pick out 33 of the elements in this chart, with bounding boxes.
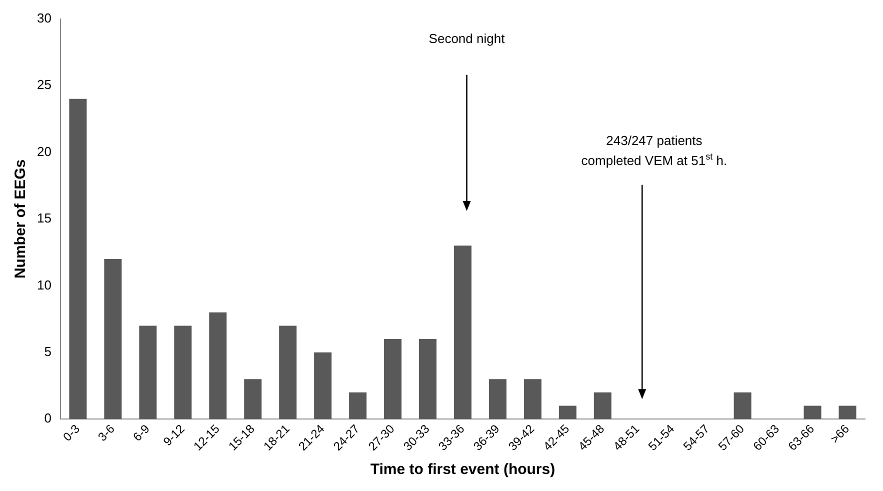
bar bbox=[314, 352, 332, 420]
bar bbox=[454, 246, 472, 420]
y-tick-label: 25 bbox=[36, 77, 52, 92]
bar bbox=[419, 339, 436, 420]
x-tick-label: 0-3 bbox=[60, 422, 83, 444]
y-tick-label: 10 bbox=[36, 277, 52, 292]
annotation: Second night bbox=[428, 30, 506, 46]
bar bbox=[209, 312, 227, 420]
bar bbox=[594, 392, 612, 420]
bar bbox=[524, 379, 542, 420]
x-tick-label: 3-6 bbox=[95, 422, 118, 444]
y-axis-title: Number of EEGs bbox=[12, 159, 30, 279]
bar bbox=[384, 339, 402, 420]
bar bbox=[279, 326, 297, 420]
bar bbox=[244, 379, 262, 420]
bar bbox=[349, 392, 367, 420]
y-tick-label: 20 bbox=[36, 144, 52, 159]
y-tick-label: 5 bbox=[44, 344, 52, 359]
bar bbox=[838, 406, 856, 420]
y-tick-label: 30 bbox=[36, 10, 52, 26]
x-axis-title: Time to first event (hours) bbox=[370, 461, 556, 478]
bar bbox=[174, 326, 192, 420]
bar bbox=[139, 326, 157, 420]
x-tick-label: 6-9 bbox=[130, 422, 153, 444]
y-tick-label: 0 bbox=[44, 410, 52, 426]
bar bbox=[734, 392, 752, 420]
bar bbox=[69, 98, 87, 420]
bar bbox=[558, 406, 576, 420]
bar bbox=[804, 406, 822, 420]
y-tick-label: 15 bbox=[36, 210, 52, 226]
bar bbox=[104, 258, 122, 420]
x-tick-label: >66 bbox=[828, 422, 852, 446]
bar bbox=[488, 379, 506, 420]
